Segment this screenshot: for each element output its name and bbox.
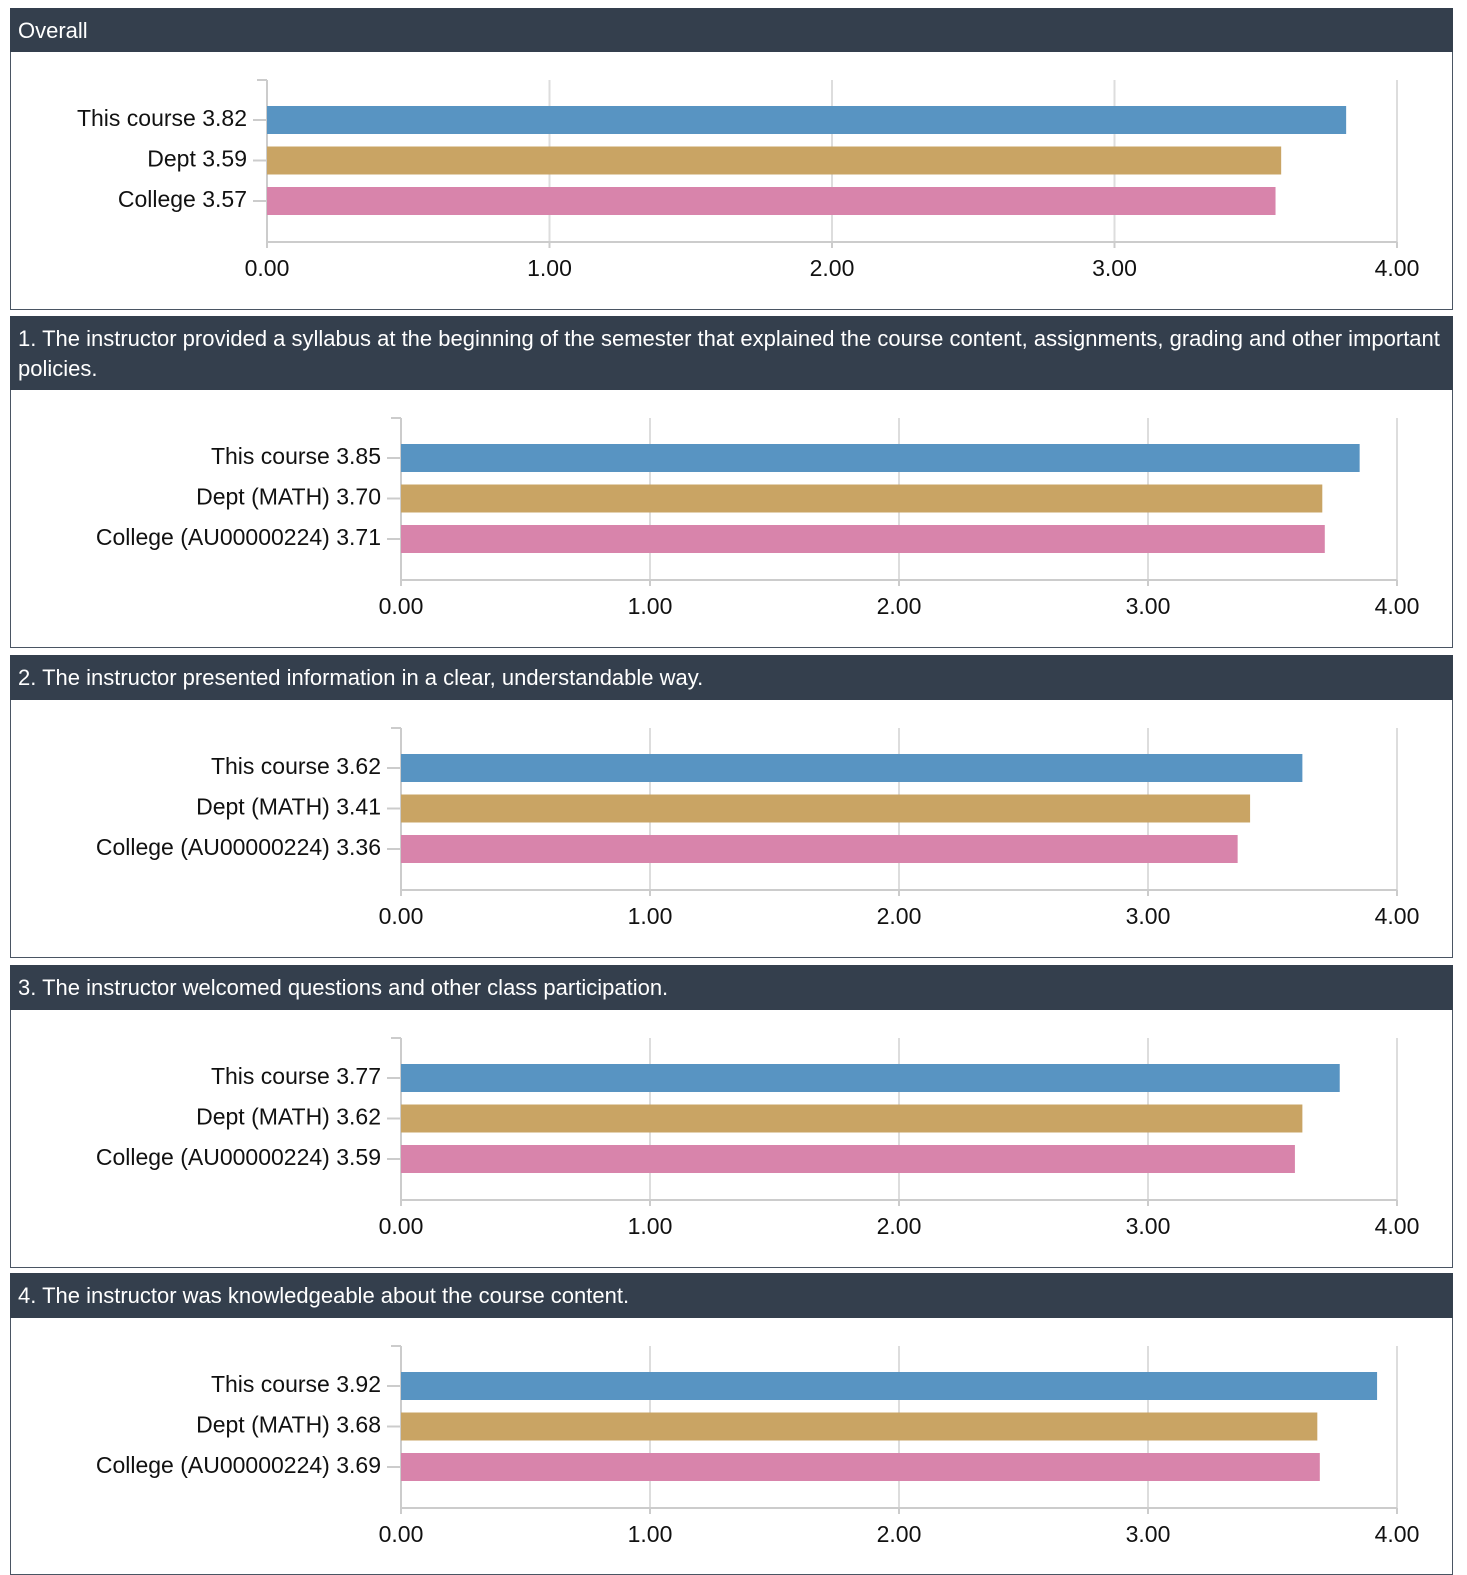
bar bbox=[267, 106, 1347, 134]
y-tick-label: College (AU00000224) 3.71 bbox=[96, 524, 381, 550]
x-tick-label: 2.00 bbox=[877, 1521, 922, 1547]
y-tick-label: Dept (MATH) 3.62 bbox=[196, 1104, 381, 1130]
x-tick-label: 3.00 bbox=[1126, 1521, 1171, 1547]
bar bbox=[401, 484, 1323, 513]
x-tick-label: 4.00 bbox=[1375, 903, 1420, 929]
x-tick-label: 0.00 bbox=[379, 593, 424, 619]
panel-body: 0.00 1.00 2.00 3.00 4.00 This course 3.85 Dept… bbox=[10, 390, 1453, 648]
x-tick-label: 0.00 bbox=[245, 255, 290, 281]
chart: 0.00 1.00 2.00 3.00 4.00 This course 3.82 Dept… bbox=[77, 79, 1420, 281]
chart: 0.00 1.00 2.00 3.00 4.00 This course 3.77 Dept… bbox=[96, 1037, 1420, 1239]
chart: 0.00 1.00 2.00 3.00 4.00 This course 3.85 Dept… bbox=[96, 417, 1420, 619]
chart: 0.00 1.00 2.00 3.00 4.00 This course 3.62 Dept… bbox=[96, 727, 1420, 929]
chart: 0.00 1.00 2.00 3.00 4.00 This course 3.92 Dept… bbox=[96, 1345, 1420, 1547]
x-tick-label: 2.00 bbox=[877, 1213, 922, 1239]
y-tick-label: This course 3.85 bbox=[211, 443, 381, 469]
bar bbox=[267, 187, 1276, 215]
bar bbox=[401, 754, 1303, 782]
bar bbox=[401, 1412, 1318, 1441]
y-tick-label: This course 3.62 bbox=[211, 753, 381, 779]
x-tick-label: 3.00 bbox=[1126, 903, 1171, 929]
x-tick-label: 3.00 bbox=[1092, 255, 1137, 281]
y-tick-label: Dept (MATH) 3.41 bbox=[196, 794, 381, 820]
x-tick-label: 2.00 bbox=[877, 903, 922, 929]
y-tick-label: Dept (MATH) 3.68 bbox=[196, 1412, 381, 1438]
x-tick-label: 4.00 bbox=[1375, 255, 1420, 281]
panel-body: 0.00 1.00 2.00 3.00 4.00 This course 3.82 Dept… bbox=[10, 52, 1453, 310]
panel-title: 3. The instructor welcomed questions and… bbox=[10, 965, 1453, 1010]
panel-title: 4. The instructor was knowledgeable abou… bbox=[10, 1273, 1453, 1318]
panel-body: 0.00 1.00 2.00 3.00 4.00 This course 3.77 Dept… bbox=[10, 1010, 1453, 1268]
bar bbox=[401, 1145, 1295, 1173]
panel-body: 0.00 1.00 2.00 3.00 4.00 This course 3.62 Dept… bbox=[10, 700, 1453, 958]
y-tick-label: College (AU00000224) 3.36 bbox=[96, 834, 381, 860]
panel-title: 1. The instructor provided a syllabus at… bbox=[10, 316, 1453, 390]
y-tick-label: This course 3.92 bbox=[211, 1371, 381, 1397]
x-tick-label: 3.00 bbox=[1126, 593, 1171, 619]
bar bbox=[401, 835, 1238, 863]
bar bbox=[401, 1453, 1320, 1481]
y-tick-label: Dept (MATH) 3.70 bbox=[196, 484, 381, 510]
x-tick-label: 2.00 bbox=[877, 593, 922, 619]
x-tick-label: 0.00 bbox=[379, 1213, 424, 1239]
x-tick-label: 1.00 bbox=[628, 1213, 673, 1239]
y-tick-label: Dept 3.59 bbox=[147, 146, 247, 172]
x-tick-label: 4.00 bbox=[1375, 593, 1420, 619]
bar bbox=[267, 146, 1282, 175]
panel-body: 0.00 1.00 2.00 3.00 4.00 This course 3.92 Dept… bbox=[10, 1318, 1453, 1575]
x-tick-label: 1.00 bbox=[628, 903, 673, 929]
y-tick-label: This course 3.82 bbox=[77, 105, 247, 131]
x-tick-label: 3.00 bbox=[1126, 1213, 1171, 1239]
bar bbox=[401, 444, 1360, 472]
panel-title: Overall bbox=[10, 8, 1453, 52]
x-tick-label: 0.00 bbox=[379, 903, 424, 929]
bar bbox=[401, 794, 1251, 823]
x-tick-label: 2.00 bbox=[810, 255, 855, 281]
y-tick-label: College (AU00000224) 3.69 bbox=[96, 1452, 381, 1478]
x-tick-label: 1.00 bbox=[628, 593, 673, 619]
panel-title: 2. The instructor presented information … bbox=[10, 655, 1453, 700]
y-tick-label: College 3.57 bbox=[118, 186, 247, 212]
bar bbox=[401, 1064, 1340, 1092]
bar bbox=[401, 1372, 1378, 1400]
y-tick-label: College (AU00000224) 3.59 bbox=[96, 1144, 381, 1170]
bar bbox=[401, 1104, 1303, 1133]
x-tick-label: 1.00 bbox=[628, 1521, 673, 1547]
x-tick-label: 1.00 bbox=[527, 255, 572, 281]
bar bbox=[401, 525, 1325, 553]
x-tick-label: 0.00 bbox=[379, 1521, 424, 1547]
y-tick-label: This course 3.77 bbox=[211, 1063, 381, 1089]
x-tick-label: 4.00 bbox=[1375, 1213, 1420, 1239]
x-tick-label: 4.00 bbox=[1375, 1521, 1420, 1547]
